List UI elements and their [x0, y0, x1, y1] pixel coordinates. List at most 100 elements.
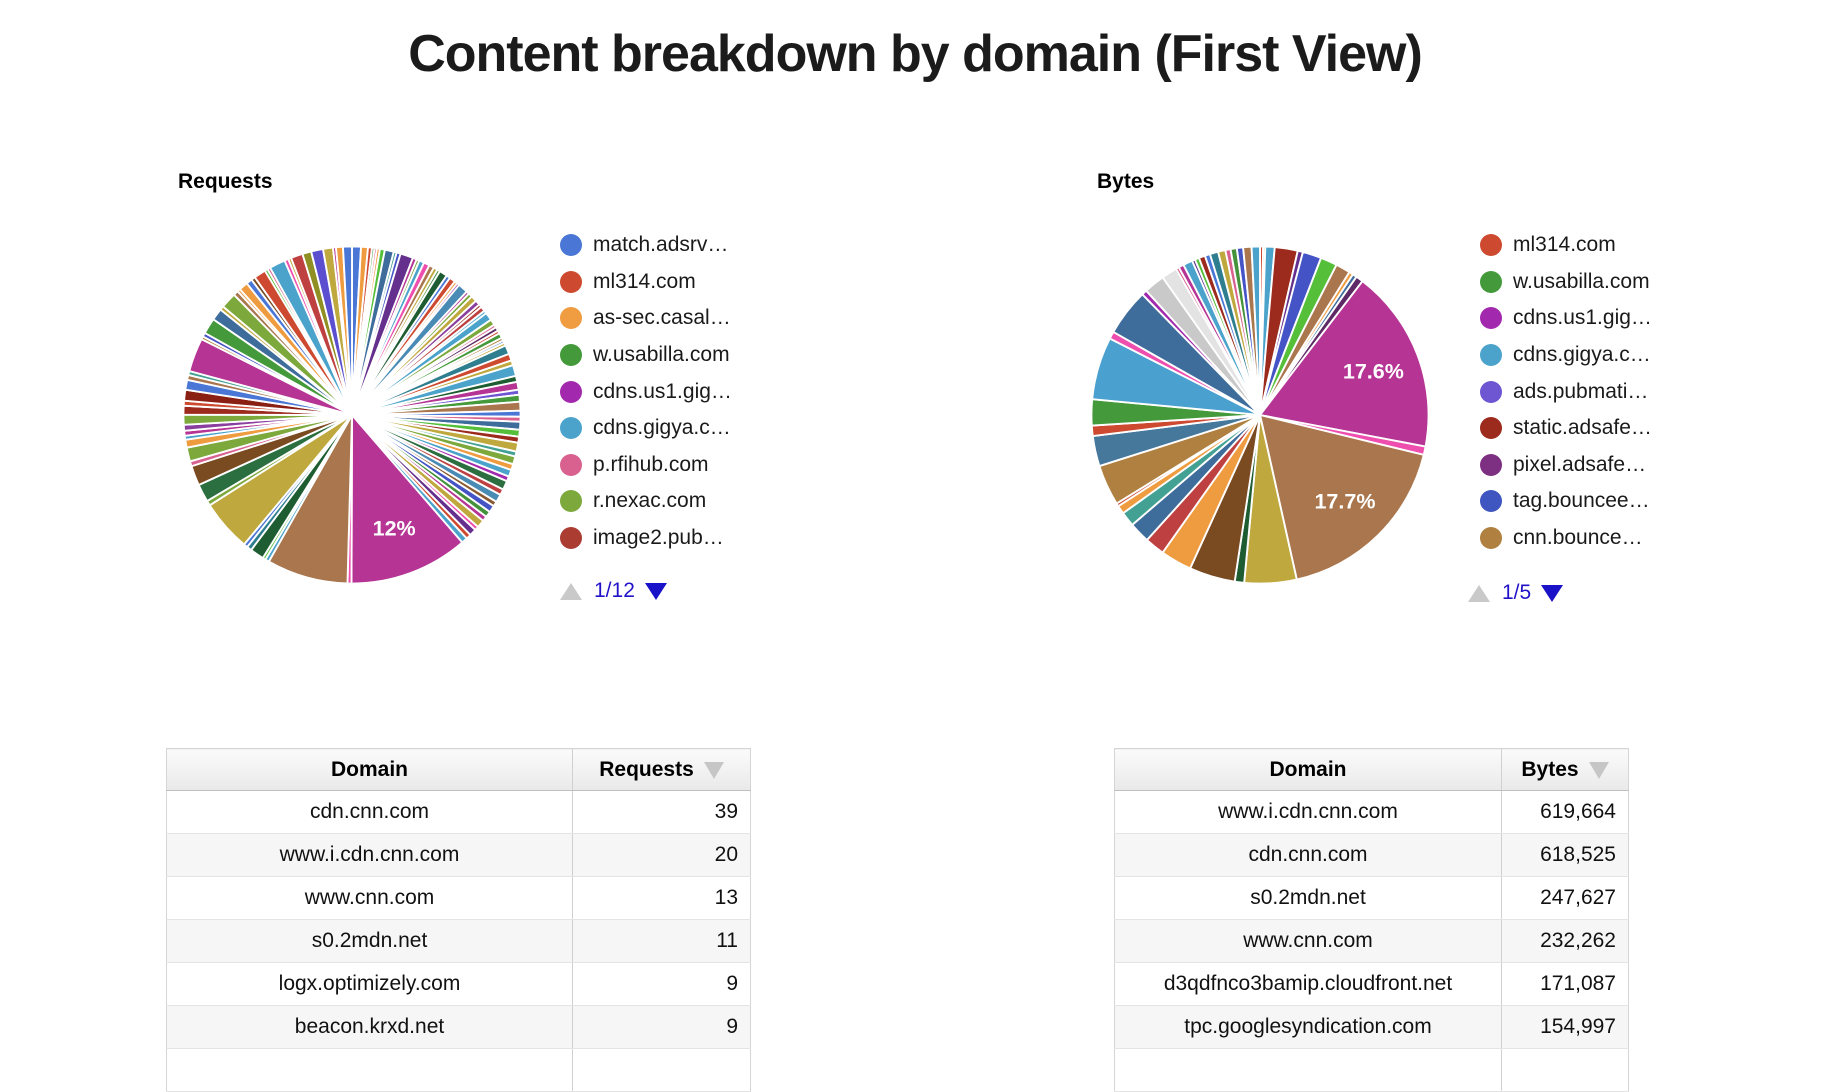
column-header-bytes[interactable]: Bytes — [1501, 748, 1629, 791]
legend-page-up-icon[interactable] — [1468, 584, 1490, 602]
legend-item-label: cdns.us1.gig… — [1513, 306, 1652, 330]
value-cell: 9 — [572, 1005, 751, 1049]
legend-page-down-icon[interactable] — [644, 582, 667, 600]
legend-color-icon — [1480, 453, 1502, 476]
pie-slice[interactable] — [1250, 245, 1261, 416]
legend-item[interactable]: cdns.gigya.c… — [1480, 337, 1700, 374]
legend-item-label: match.adsrv… — [593, 233, 729, 257]
legend-item[interactable]: r.nexac.com — [560, 483, 780, 520]
domain-cell: logx.optimizely.com — [166, 962, 573, 1006]
table-row: www.cnn.com 13 — [166, 876, 751, 920]
legend-item[interactable]: cdns.us1.gig… — [1480, 300, 1700, 337]
legend-item[interactable]: w.usabilla.com — [1480, 264, 1700, 301]
table-row: cdn.cnn.com 618,525 — [1114, 833, 1629, 877]
table-row — [166, 1048, 751, 1092]
legend-item[interactable]: tag.bouncee… — [1480, 483, 1700, 520]
pie-slice[interactable] — [1258, 413, 1425, 581]
legend-item-label: ml314.com — [1513, 233, 1616, 257]
legend-item[interactable]: cdns.gigya.c… — [560, 410, 780, 447]
bytes-table: Domain Bytes www.i.cdn.cnn.com 619,664 cdn… — [1114, 748, 1629, 1092]
requests-legend-pager: 1/12 — [560, 578, 667, 604]
legend-item[interactable]: ml314.com — [560, 264, 780, 301]
legend-item[interactable]: as-sec.casal… — [560, 300, 780, 337]
value-cell: 171,087 — [1501, 962, 1629, 1006]
table-row: www.i.cdn.cnn.com 619,664 — [1114, 790, 1629, 834]
table-row: cdn.cnn.com 39 — [166, 790, 751, 834]
legend-item-label: image2.pub… — [593, 526, 724, 550]
table-row: logx.optimizely.com 9 — [166, 962, 751, 1006]
sort-desc-icon[interactable] — [703, 761, 724, 779]
legend-item-label: r.nexac.com — [593, 489, 707, 513]
legend-item[interactable]: p.rfihub.com — [560, 447, 780, 484]
legend-color-icon — [1480, 527, 1502, 550]
pie-slice[interactable] — [341, 245, 353, 416]
legend-color-icon — [1480, 490, 1502, 513]
pie-slice[interactable] — [1258, 279, 1430, 448]
bytes-pie-legend: ml314.com w.usabilla.com cdns.us1.gig… cdns… — [1480, 227, 1700, 556]
sort-desc-icon[interactable] — [1588, 761, 1609, 779]
domain-cell: tpc.googlesyndication.com — [1114, 1005, 1502, 1049]
legend-item-label: pixel.adsafe… — [1513, 452, 1647, 476]
legend-item[interactable]: pixel.adsafe… — [1480, 447, 1700, 484]
requests-pie-chart: 12% — [182, 245, 522, 585]
legend-item-label: as-sec.casal… — [593, 306, 731, 330]
legend-color-icon — [1480, 270, 1502, 293]
domain-cell: s0.2mdn.net — [166, 919, 573, 963]
domain-cell: www.cnn.com — [166, 876, 573, 920]
bytes-pie-chart: 17.6% 17.7% — [1090, 245, 1430, 585]
table-row: s0.2mdn.net 247,627 — [1114, 876, 1629, 920]
legend-item[interactable]: ads.pubmati… — [1480, 373, 1700, 410]
domain-cell: www.i.cdn.cnn.com — [166, 833, 573, 877]
requests-chart-title: Requests — [178, 170, 273, 193]
legend-color-icon — [560, 527, 582, 550]
legend-color-icon — [560, 380, 582, 403]
value-cell: 232,262 — [1501, 919, 1629, 963]
legend-item-label: p.rfihub.com — [593, 452, 709, 476]
domain-cell: beacon.krxd.net — [166, 1005, 573, 1049]
legend-item-label: ml314.com — [593, 269, 696, 293]
value-cell: 619,664 — [1501, 790, 1629, 834]
legend-page-indicator: 1/5 — [1502, 581, 1532, 604]
column-header-domain[interactable]: Domain — [166, 748, 573, 791]
bytes-chart-title: Bytes — [1097, 170, 1155, 193]
legend-item[interactable]: w.usabilla.com — [560, 337, 780, 374]
legend-color-icon — [560, 453, 582, 476]
legend-page-up-icon[interactable] — [560, 582, 582, 600]
legend-color-icon — [560, 417, 582, 440]
legend-item[interactable]: cdns.us1.gig… — [560, 373, 780, 410]
pie-slice[interactable] — [350, 412, 464, 585]
legend-item[interactable]: image2.pub… — [560, 520, 780, 557]
legend-color-icon — [1480, 307, 1502, 330]
legend-page-down-icon[interactable] — [1541, 584, 1564, 602]
legend-color-icon — [560, 234, 582, 257]
table-row — [1114, 1048, 1629, 1092]
legend-color-icon — [1480, 344, 1502, 367]
table-row: beacon.krxd.net 9 — [166, 1005, 751, 1049]
table-row: www.i.cdn.cnn.com 20 — [166, 833, 751, 877]
legend-item-label: w.usabilla.com — [1513, 269, 1650, 293]
legend-color-icon — [1480, 234, 1502, 257]
legend-item[interactable]: ml314.com — [1480, 227, 1700, 264]
pie-slice-label: 12% — [373, 517, 416, 541]
legend-color-icon — [1480, 380, 1502, 403]
legend-color-icon — [560, 344, 582, 367]
pie-slice-label: 17.6% — [1343, 360, 1404, 384]
column-header-domain[interactable]: Domain — [1114, 748, 1502, 791]
legend-color-icon — [560, 490, 582, 513]
value-cell: 20 — [572, 833, 751, 877]
legend-item[interactable]: static.adsafe… — [1480, 410, 1700, 447]
table-row: d3qdfnco3bamip.cloudfront.net 171,087 — [1114, 962, 1629, 1006]
table-row: tpc.googlesyndication.com 154,997 — [1114, 1005, 1629, 1049]
page-title: Content breakdown by domain (First View) — [408, 25, 1423, 83]
domain-cell: cdn.cnn.com — [166, 790, 573, 834]
value-cell: 9 — [572, 962, 751, 1006]
legend-item[interactable]: match.adsrv… — [560, 227, 780, 264]
domain-cell: www.cnn.com — [1114, 919, 1502, 963]
legend-page-indicator: 1/12 — [594, 579, 635, 602]
legend-color-icon — [560, 307, 582, 330]
legend-item[interactable]: cnn.bounce… — [1480, 520, 1700, 557]
domain-cell: d3qdfnco3bamip.cloudfront.net — [1114, 962, 1502, 1006]
column-header-requests[interactable]: Requests — [572, 748, 751, 791]
domain-cell: cdn.cnn.com — [1114, 833, 1502, 877]
domain-cell: www.i.cdn.cnn.com — [1114, 790, 1502, 834]
